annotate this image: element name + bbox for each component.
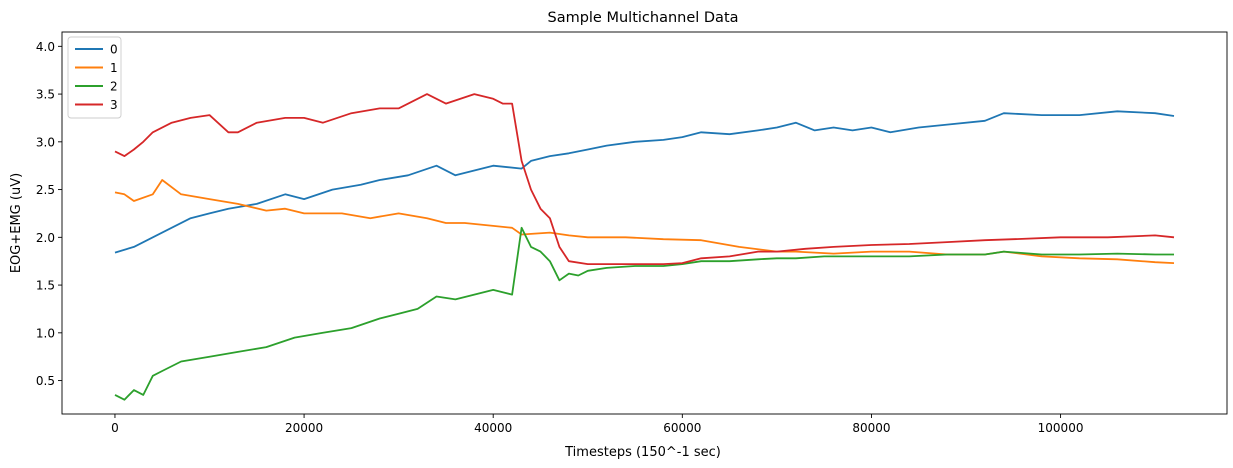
legend-label-2: 2 <box>110 80 118 94</box>
x-tick-label: 100000 <box>1038 421 1084 435</box>
x-tick-label: 0 <box>111 421 119 435</box>
legend-box <box>67 36 122 119</box>
x-axis-label: Timesteps (150^-1 sec) <box>564 445 721 460</box>
y-tick-label: 3.0 <box>36 135 55 149</box>
series-line-3 <box>114 93 1175 266</box>
y-tick-label: 2.5 <box>36 183 55 197</box>
y-tick-label: 3.5 <box>36 88 55 102</box>
x-tick-label: 60000 <box>663 421 701 435</box>
plot-frame <box>61 31 1228 415</box>
chart-title: Sample Multichannel Data <box>547 10 738 26</box>
series-line-0 <box>114 110 1175 254</box>
legend: 0 1 2 3 <box>67 36 122 119</box>
series-layer <box>114 93 1175 401</box>
x-tick-label: 80000 <box>852 421 890 435</box>
x-tick-label: 40000 <box>474 421 512 435</box>
y-tick-label: 1.0 <box>36 326 55 340</box>
y-axis-label: EOG+EMG (uV) <box>9 173 24 273</box>
y-tick-label: 1.5 <box>36 279 55 293</box>
x-tick-label: 20000 <box>285 421 323 435</box>
y-axis: 0.5 1.0 1.5 2.0 2.5 3.0 3.5 4.0 <box>36 40 62 388</box>
legend-label-3: 3 <box>110 98 118 112</box>
x-axis: 0 20000 40000 60000 80000 100000 <box>111 414 1083 435</box>
y-tick-label: 2.0 <box>36 231 55 245</box>
legend-label-0: 0 <box>110 43 118 57</box>
series-line-2 <box>114 226 1174 401</box>
legend-label-1: 1 <box>110 61 118 75</box>
y-tick-label: 4.0 <box>36 40 55 54</box>
y-tick-label: 0.5 <box>36 374 55 388</box>
